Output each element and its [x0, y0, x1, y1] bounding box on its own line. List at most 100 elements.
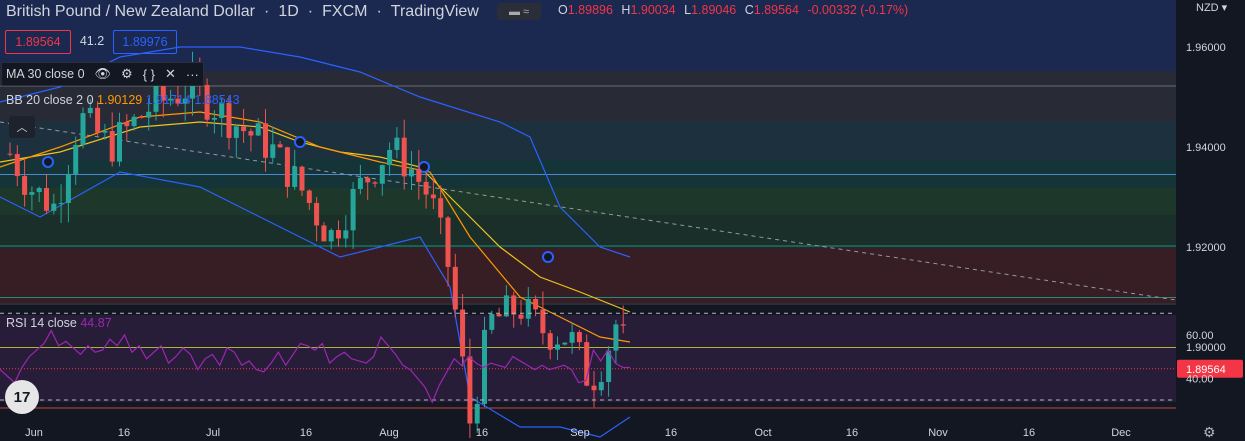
rsi-tick-label: 40.00 [1186, 373, 1214, 385]
candle-body [211, 117, 217, 120]
ma-label[interactable]: MA 30 close 0 [6, 67, 85, 81]
candle-body [175, 98, 181, 104]
candle-body [503, 295, 509, 317]
candle-body [219, 102, 225, 118]
x-tick-label: Sep [570, 427, 590, 439]
candle-body [416, 169, 422, 182]
candle-body [350, 188, 356, 231]
candle-body [22, 176, 28, 195]
candle-body [58, 203, 64, 205]
candle-body [233, 126, 239, 138]
y-tick-label: 1.90000 [1186, 342, 1226, 354]
y-tick-label: 1.92000 [1186, 242, 1226, 254]
candle-body [146, 111, 152, 118]
candle-body [606, 350, 612, 383]
eye-icon[interactable]: 👁 [94, 66, 112, 81]
candle-body [409, 169, 414, 177]
candle-body [518, 314, 524, 319]
candle-body [598, 382, 604, 391]
close-icon[interactable]: ✕ [164, 66, 176, 81]
settings-gear-icon[interactable]: ⚙ [1203, 424, 1216, 440]
bb-lower-line [0, 171, 631, 438]
candle-body [379, 165, 385, 184]
candle-body [365, 177, 371, 183]
x-tick-label: Jul [206, 427, 220, 439]
candle-body [263, 123, 268, 158]
sell-button[interactable]: 1.89564 [5, 30, 71, 54]
ma-line [0, 121, 631, 313]
rsi-value: 44.87 [80, 316, 112, 330]
y-tick-label: 1.94000 [1186, 142, 1226, 154]
change-value: -0.00332 (-0.17%) [807, 3, 909, 17]
last-price-tag [1177, 359, 1243, 378]
rsi-label[interactable]: RSI 14 close [6, 316, 77, 330]
candle-body [51, 203, 57, 211]
candle-body [95, 107, 101, 133]
more-icon[interactable]: ··· [185, 66, 199, 82]
candle-body [138, 116, 144, 118]
spread-value: 41.2 [79, 34, 105, 48]
candle-body [73, 144, 79, 174]
candle-body [533, 298, 539, 310]
bb-label[interactable]: BB 20 close 2 0 [6, 93, 94, 107]
x-tick-label: Nov [928, 427, 948, 439]
x-tick-label: 16 [665, 427, 677, 439]
candle-body [562, 342, 568, 345]
braces-icon[interactable]: { } [142, 66, 155, 82]
candle-body [401, 137, 407, 177]
header-dot: · [264, 3, 270, 20]
candle-body [547, 333, 553, 350]
candle-body [576, 332, 582, 343]
candle-body [29, 192, 35, 195]
buy-button[interactable]: 1.89976 [113, 30, 177, 54]
candle-body [270, 144, 276, 158]
candle-body [153, 85, 159, 112]
candle-body [328, 230, 334, 242]
candle-body [569, 332, 575, 343]
candle-body [36, 188, 42, 193]
candle-body [525, 298, 531, 319]
exchange: FXCM [322, 3, 368, 20]
candle-body [168, 98, 174, 101]
rsi-line [0, 329, 630, 404]
candle-body [241, 126, 247, 132]
x-tick-label: 16 [846, 427, 858, 439]
candle-body [343, 230, 349, 239]
candle-body [423, 181, 429, 195]
candle-body [474, 403, 480, 424]
trend-line [0, 121, 1177, 301]
x-tick-label: 16 [300, 427, 312, 439]
candle-body [336, 230, 341, 239]
currency-selector[interactable]: NZD ▾ [1196, 2, 1228, 14]
ma-legend: MA 30 close 0 👁 ⚙ { } ✕ ··· [1, 62, 204, 86]
candle-body [591, 385, 597, 391]
candle-body [255, 123, 261, 136]
candle-body [204, 84, 210, 120]
pivot-marker [294, 136, 306, 148]
bb-basis: 1.90129 [97, 93, 143, 107]
candle-body [555, 344, 560, 350]
collapse-legend-button[interactable]: ︿ [9, 116, 35, 138]
tradingview-logo[interactable]: 17 [5, 380, 39, 414]
candle-body [511, 295, 517, 315]
symbol-name[interactable]: British Pound / New Zealand Dollar [6, 3, 256, 20]
candle-body [357, 177, 363, 189]
gear-icon[interactable]: ⚙ [121, 66, 133, 81]
interval[interactable]: 1D [278, 3, 299, 20]
candle-body [44, 188, 49, 211]
x-tick-label: Aug [379, 427, 399, 439]
candle-body [284, 147, 290, 187]
market-status-icon[interactable]: ▬ ≈ [497, 3, 541, 20]
ohlc-values: O1.89896 H1.90034 L1.89046 C1.89564 -0.0… [558, 3, 909, 17]
candle-body [117, 122, 122, 162]
x-tick-label: 16 [1023, 427, 1035, 439]
pivot-marker [542, 251, 554, 263]
candle-body [248, 131, 254, 136]
candle-body [430, 194, 436, 199]
bb-lower: 1.88543 [194, 93, 240, 107]
last-price-label: 1.89564 [1186, 364, 1226, 376]
candle-body [445, 217, 451, 267]
x-tick-label: Oct [754, 427, 771, 439]
candle-body [226, 102, 232, 138]
